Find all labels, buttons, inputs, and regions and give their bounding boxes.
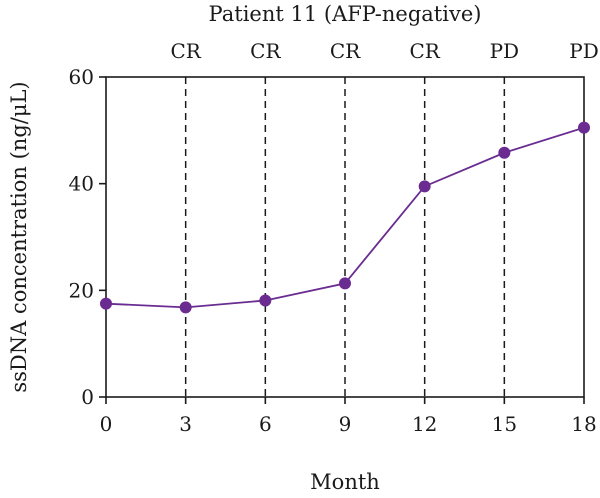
phase-labels: CR CR CR CR PD PD: [170, 39, 598, 63]
x-tick-label-9: 9: [339, 412, 352, 436]
phase-label-month-15: PD: [490, 39, 520, 63]
x-tick-label-0: 0: [100, 412, 113, 436]
x-tick-label-6: 6: [259, 412, 272, 436]
phase-label-month-9: CR: [330, 39, 361, 63]
y-tick-label-0: 0: [81, 385, 94, 409]
x-axis-label: Month: [310, 470, 380, 494]
data-point-month-0: [100, 297, 112, 310]
x-tick-label-15: 15: [492, 412, 517, 436]
y-axis-ticks: 0 20 40 60: [69, 65, 106, 409]
data-point-month-12: [418, 180, 431, 193]
phase-label-month-12: CR: [409, 39, 440, 63]
x-tick-label-3: 3: [179, 412, 192, 436]
x-axis-ticks: 0 3 6 9 12 15 18: [100, 397, 597, 436]
data-point-month-18: [578, 121, 590, 134]
series-group: [100, 121, 590, 314]
phase-label-month-3: CR: [170, 39, 201, 63]
data-point-month-9: [339, 277, 351, 290]
y-tick-label-40: 40: [69, 172, 94, 196]
y-axis-label: ssDNA concentration (ng/μL): [7, 81, 31, 392]
data-point-month-6: [259, 294, 272, 307]
dashed-reference-lines: [184, 77, 506, 397]
data-point-month-15: [498, 146, 511, 159]
chart-title: Patient 11 (AFP-negative): [209, 2, 482, 26]
data-point-month-3: [179, 301, 192, 314]
phase-label-month-18: PD: [569, 39, 599, 63]
x-tick-label-18: 18: [571, 412, 596, 436]
y-tick-label-20: 20: [69, 278, 94, 302]
x-tick-label-12: 12: [412, 412, 437, 436]
phase-label-month-6: CR: [250, 39, 281, 63]
y-tick-label-60: 60: [69, 65, 94, 89]
